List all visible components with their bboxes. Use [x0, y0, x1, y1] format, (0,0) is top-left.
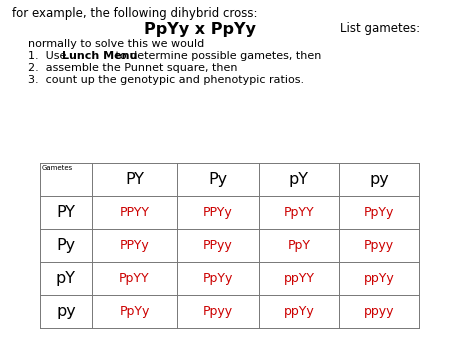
Text: PpYy: PpYy	[364, 206, 394, 219]
Text: ppYy: ppYy	[283, 305, 314, 318]
Text: Py: Py	[56, 238, 75, 253]
Text: for example, the following dihybrid cross:: for example, the following dihybrid cros…	[12, 7, 257, 20]
Text: normally to solve this we would: normally to solve this we would	[28, 39, 204, 49]
Text: to determine possible gametes, then: to determine possible gametes, then	[112, 51, 322, 61]
Text: PPyy: PPyy	[203, 239, 233, 252]
Text: ppyy: ppyy	[364, 305, 394, 318]
Text: Gametes: Gametes	[42, 165, 73, 171]
Text: PpY: PpY	[288, 239, 310, 252]
Text: PpYY: PpYY	[283, 206, 314, 219]
Text: pY: pY	[289, 172, 309, 187]
Text: py: py	[369, 172, 389, 187]
Text: PpYy x PpYy: PpYy x PpYy	[144, 22, 256, 37]
Text: ppYY: ppYY	[283, 272, 315, 285]
Text: ppYy: ppYy	[364, 272, 394, 285]
Text: Ppyy: Ppyy	[203, 305, 233, 318]
Text: PpYy: PpYy	[203, 272, 233, 285]
Text: 1.  Use: 1. Use	[28, 51, 70, 61]
Text: py: py	[56, 304, 76, 319]
Text: 2.  assemble the Punnet square, then: 2. assemble the Punnet square, then	[28, 63, 237, 73]
Text: PpYy: PpYy	[119, 305, 150, 318]
Text: PPYy: PPYy	[203, 206, 233, 219]
Text: Ppyy: Ppyy	[364, 239, 394, 252]
Text: List gametes:: List gametes:	[340, 22, 420, 35]
Text: Lunch Menu: Lunch Menu	[63, 51, 138, 61]
Text: 3.  count up the genotypic and phenotypic ratios.: 3. count up the genotypic and phenotypic…	[28, 75, 304, 85]
Text: PPYY: PPYY	[119, 206, 149, 219]
Text: Py: Py	[209, 172, 228, 187]
Text: PY: PY	[125, 172, 144, 187]
Text: PpYY: PpYY	[119, 272, 150, 285]
Text: PPYy: PPYy	[119, 239, 149, 252]
Text: PY: PY	[56, 205, 75, 220]
Text: pY: pY	[56, 271, 76, 286]
